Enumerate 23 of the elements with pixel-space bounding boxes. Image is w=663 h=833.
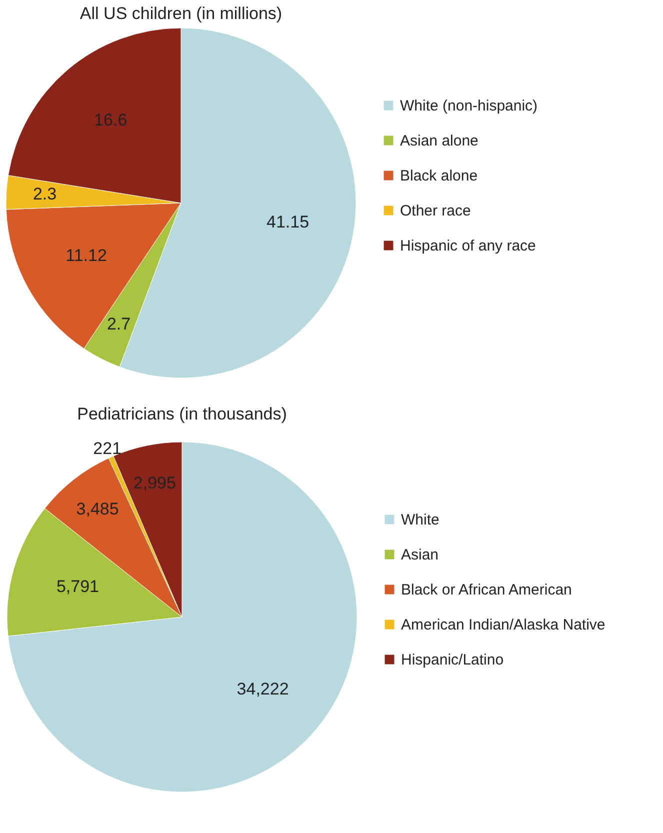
legend-label: Black alone xyxy=(400,168,478,184)
chart-title: All US children (in millions) xyxy=(80,4,282,23)
legend-label: Black or African American xyxy=(401,582,572,598)
legend-label: Other race xyxy=(400,202,471,220)
data-label: 16.6 xyxy=(94,110,128,130)
data-label: 11.12 xyxy=(66,246,107,265)
legend-label: White xyxy=(401,512,440,528)
legend-label: Asian xyxy=(401,546,439,564)
legend-label: Asian alone xyxy=(400,132,478,150)
data-label: 2.7 xyxy=(106,314,131,334)
legend-label: Hispanic/Latino xyxy=(401,652,504,668)
legend-label: Hispanic of any race xyxy=(400,238,536,254)
data-label: 2,995 xyxy=(133,473,176,492)
data-label: 5,791 xyxy=(56,577,99,596)
data-label: 221 xyxy=(93,438,122,458)
chart-title: Pediatricians (in thousands) xyxy=(77,404,287,424)
legend-label: White (non-hispanic) xyxy=(400,98,538,114)
legend-label: American Indian/Alaska Native xyxy=(401,616,606,634)
data-label: 3,485 xyxy=(76,500,119,519)
data-label: 34,222 xyxy=(236,679,289,698)
pie-slice xyxy=(8,442,358,792)
data-label: 2.3 xyxy=(32,184,57,204)
data-label: 41.15 xyxy=(266,212,310,232)
